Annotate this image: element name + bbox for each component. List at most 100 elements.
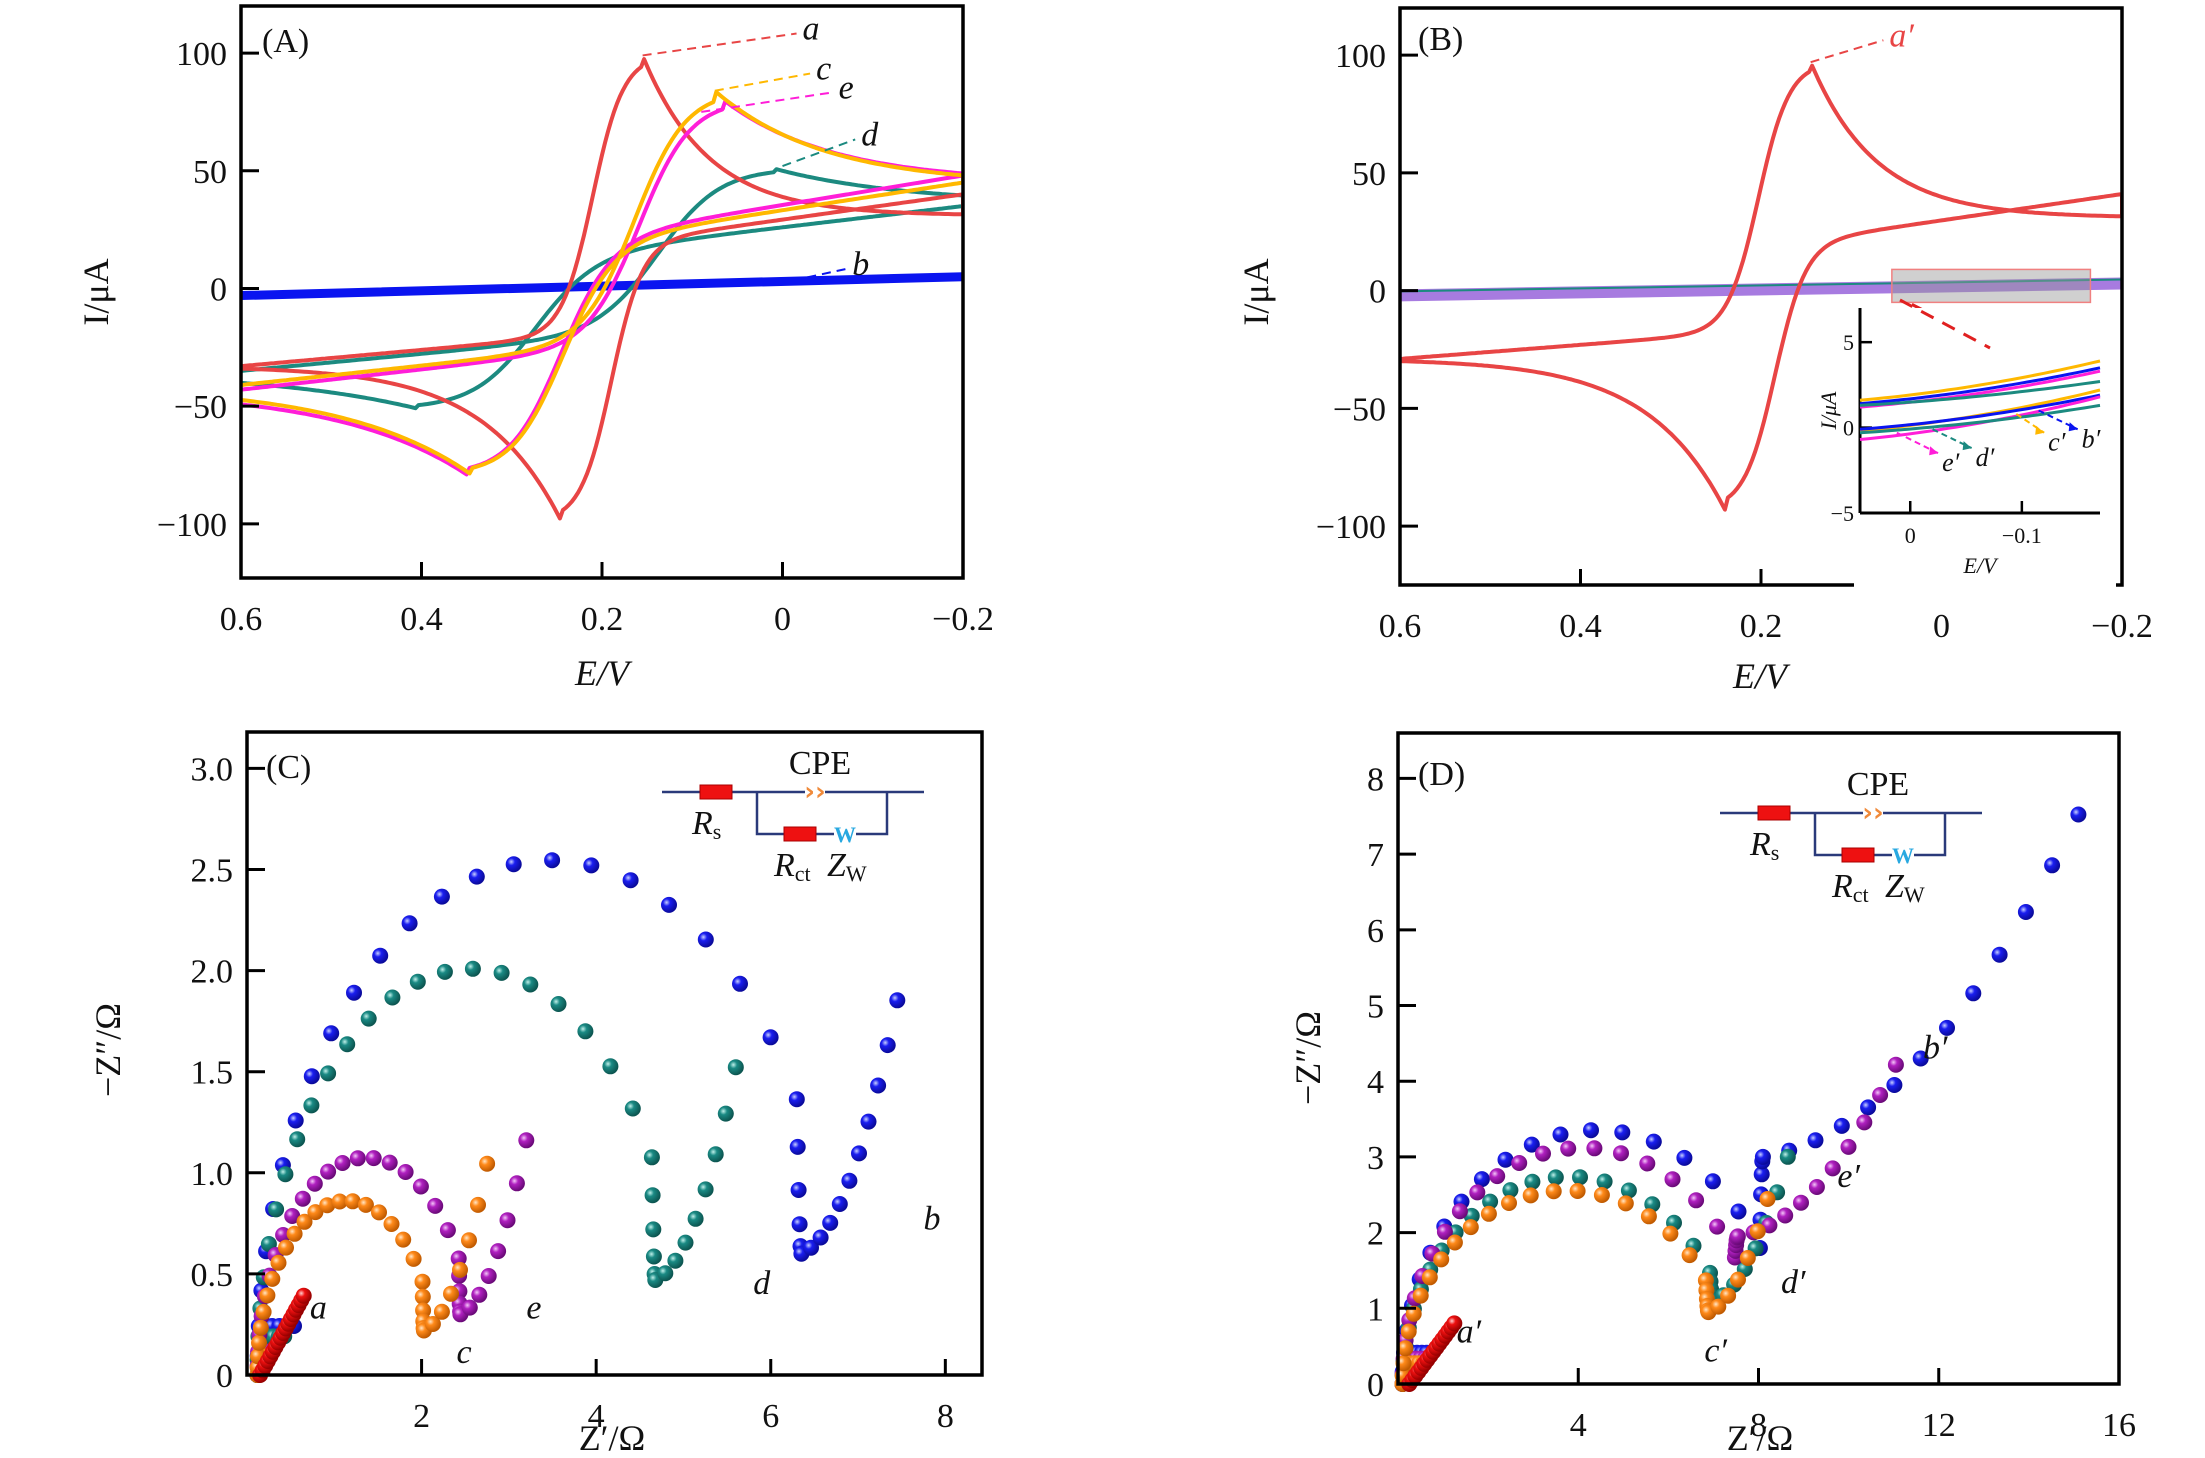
annotation-leader-d [782,138,856,168]
cpe-gap [805,783,825,801]
cv-curve-b′–e′ (flat) [1400,277,2122,302]
data-point [1502,1182,1519,1199]
y-tick-label: 6 [1367,913,1384,950]
data-point [296,1213,313,1230]
curve-label-b′: b′ [1923,1030,1948,1067]
y-tick-label: 0 [210,271,227,308]
panel-c-nyquist: b d e c a 2 4 6 8 0 0.5 1.0 1.5 2.0 2.5 3.0 (C) Z′/Ω −… [88,730,984,1458]
data-point [289,1131,306,1148]
data-point [320,1065,337,1082]
zoom-highlight-box [1891,268,2092,304]
data-point [268,1201,285,1218]
data-point [577,1023,594,1040]
data-point [1730,1203,1747,1220]
data-point [470,1196,486,1213]
warburg-gap [1892,846,1914,864]
x-tick-label: 4 [1570,1407,1587,1444]
data-point [643,1149,660,1166]
inset-curve-b′-lower [1859,393,2101,431]
data-point [383,1216,400,1232]
inset-arrowhead-icon [1929,446,1939,456]
curve-label-d: d [753,1265,771,1302]
data-point [1860,1099,1877,1116]
data-point [762,1029,779,1046]
data-point [395,1231,412,1248]
x-tick-label: 8 [937,1398,954,1435]
data-point [306,1175,323,1192]
curve-label-c: c [457,1334,472,1371]
panel-c-y-axis-title: −Z″/Ω [88,1003,128,1097]
data-point [1807,1132,1824,1149]
data-point [1833,1117,1850,1134]
x-tick-label: 0.6 [1379,608,1422,645]
cv-curve-a′ [1400,63,2122,512]
data-point [1596,1173,1613,1190]
data-point [707,1146,724,1163]
resistor-rs-icon [1757,805,1791,821]
panel-c-plot-area: b d e c a [249,852,941,1383]
panel-d-y-axis-title: −Z″/Ω [1288,1011,1328,1105]
inset-arrowhead-icon [2068,422,2078,432]
panel-c-equivalent-circuit: CPE›› W Rs Rct ZW [662,745,924,886]
data-point [1617,1195,1634,1212]
data-point [414,1288,431,1305]
data-point [381,1154,398,1171]
data-point [2044,857,2061,874]
panel-a-ticks: 0.6 0.4 0.2 0 −0.2 100 50 0 −50 −100 [157,36,994,638]
data-point [717,1105,734,1122]
cpe-gap [1863,804,1883,822]
data-point [1614,1124,1631,1141]
inset-background [1854,308,2116,613]
data-point [1824,1160,1841,1177]
data-point [1676,1149,1693,1166]
circuit-cpe-label: CPE [789,745,851,782]
y-tick-label: 0 [1367,1367,1384,1404]
data-point [461,1232,477,1249]
annotation-leader-b [777,267,847,285]
data-point [870,1077,887,1094]
y-tick-label: 100 [176,36,227,73]
inset-curve-b′-upper [1859,366,2101,406]
data-point [479,1155,496,1172]
data-point [1965,985,1982,1002]
data-point [371,1204,387,1221]
x-tick-label: 2 [413,1398,430,1435]
data-point [1749,1223,1766,1240]
data-point [1644,1196,1661,1213]
cv-curve-c [241,90,963,476]
inset-curve-label-b′: b′ [2082,424,2101,453]
circuit-branch-wire [755,792,889,836]
data-point [657,1265,674,1282]
data-point [331,1193,348,1210]
data-point [602,1058,619,1075]
data-point [294,1190,311,1207]
inset-label-leader-e′ [1896,431,1939,455]
data-point [661,896,677,913]
data-point [412,1178,429,1195]
data-point [1572,1169,1588,1186]
data-point [303,1097,320,1114]
y-tick-label: 3.0 [191,751,234,788]
data-point [1522,1187,1539,1204]
curve-label-a: a [803,11,820,48]
data-point [499,1212,516,1229]
circuit-branch-wire [1813,813,1947,857]
data-point [424,1316,441,1332]
panel-a-x-axis-title: E/V [574,653,633,693]
inset-y-axis-title: I/μA [1816,391,1841,430]
x-tick-label: 16 [2102,1407,2136,1444]
data-point [624,1100,641,1117]
data-point [1462,1219,1479,1236]
y-tick-label: 1.0 [191,1156,234,1193]
y-tick-label: −50 [1333,391,1386,428]
data-point [1552,1126,1569,1143]
circuit-rs-label: Rs [691,805,721,844]
data-point [790,1182,807,1198]
data-point [277,1166,294,1183]
data-point [1583,1122,1599,1139]
curve-label-e: e [839,69,854,106]
data-point [405,1250,422,1267]
data-point [727,1059,744,1076]
data-point [287,1112,304,1129]
